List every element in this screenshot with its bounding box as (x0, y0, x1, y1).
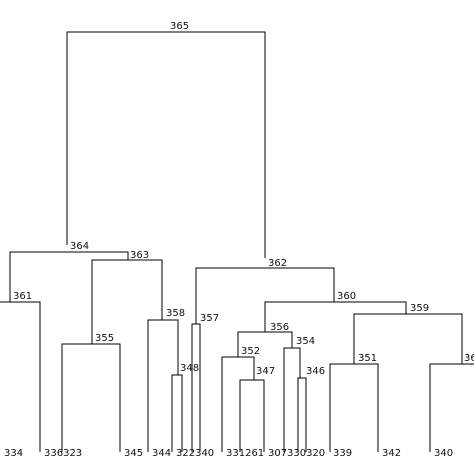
link-359 (353, 313, 463, 364)
link-362 (195, 267, 335, 324)
node-label-355: 355 (95, 333, 114, 344)
leaf-label-330320: 330320 (287, 448, 325, 459)
node-label-347: 347 (256, 366, 275, 377)
node-label-359: 359 (410, 303, 429, 314)
node-label-356: 356 (270, 322, 289, 333)
leaf-label-342: 342 (382, 448, 401, 459)
node-label-362: 362 (268, 258, 287, 269)
leaf-label-336323: 336323 (44, 448, 82, 459)
node-label-352: 352 (241, 346, 260, 357)
node-label-351: 351 (358, 353, 377, 364)
node-label-354: 354 (296, 336, 315, 347)
node-label-365: 365 (170, 21, 189, 32)
link-346 (297, 377, 307, 452)
link-352 (221, 356, 255, 452)
link-360 (264, 301, 407, 332)
leaf-label-340: 340 (434, 448, 453, 459)
node-label-364: 364 (70, 241, 89, 252)
node-label-360: 360 (337, 291, 356, 302)
link-354 (283, 347, 301, 452)
leaf-labels: 334 336323 345 344 322340 331261 307 330… (4, 448, 453, 459)
node-label-358: 358 (166, 308, 185, 319)
node-label-346: 346 (306, 366, 325, 377)
node-label-36x: 36 (464, 353, 474, 364)
node-label-357: 357 (200, 313, 219, 324)
node-label-361: 361 (13, 291, 32, 302)
link-351 (329, 363, 379, 452)
node-label-363: 363 (130, 250, 149, 261)
dendrogram-links (0, 31, 474, 452)
link-365 (66, 31, 266, 258)
link-361 (0, 301, 41, 452)
link-348 (171, 374, 183, 452)
link-356 (237, 331, 293, 357)
leaf-label-307: 307 (268, 448, 287, 459)
link-347 (239, 379, 265, 452)
leaf-label-334: 334 (4, 448, 23, 459)
leaf-label-331261: 331261 (226, 448, 264, 459)
link-357 (191, 323, 201, 452)
link-364 (9, 251, 129, 302)
link-36x (429, 363, 474, 452)
node-labels: 365 364 363 362 361 360 359 358 357 356 … (13, 21, 474, 377)
leaf-label-322340: 322340 (176, 448, 214, 459)
link-355 (61, 343, 121, 452)
leaf-label-345: 345 (124, 448, 143, 459)
link-363 (91, 259, 163, 344)
leaf-label-339: 339 (333, 448, 352, 459)
link-358 (147, 319, 179, 452)
leaf-label-344: 344 (152, 448, 171, 459)
node-label-348: 348 (180, 363, 199, 374)
